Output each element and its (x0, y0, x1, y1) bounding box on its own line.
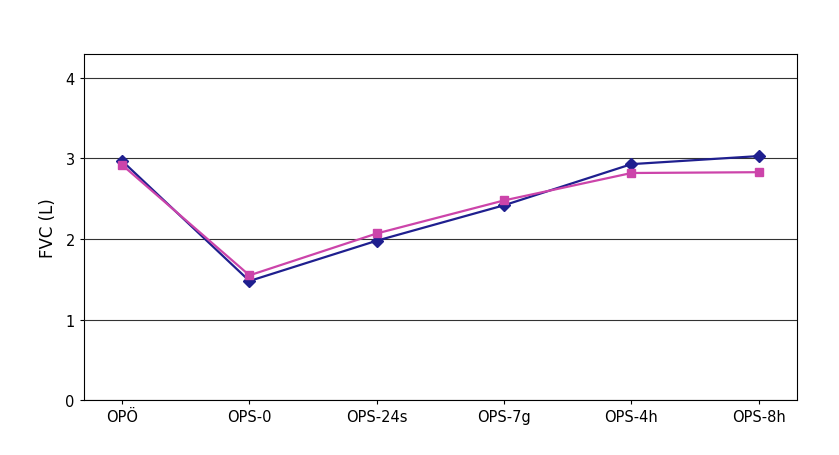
Deney (627, 162, 637, 167)
Line: Kontrol: Kontrol (118, 162, 763, 280)
Kontrol (499, 198, 509, 204)
Deney (244, 278, 254, 284)
Deney (372, 238, 382, 244)
Kontrol (372, 231, 382, 237)
Kontrol (117, 163, 128, 168)
Y-axis label: FVC (L): FVC (L) (39, 197, 57, 258)
Deney (499, 203, 509, 208)
Kontrol (753, 170, 763, 176)
Line: Deney: Deney (118, 152, 763, 286)
Deney (117, 159, 128, 164)
Deney (753, 154, 763, 159)
Kontrol (627, 171, 637, 177)
Kontrol (244, 273, 254, 278)
